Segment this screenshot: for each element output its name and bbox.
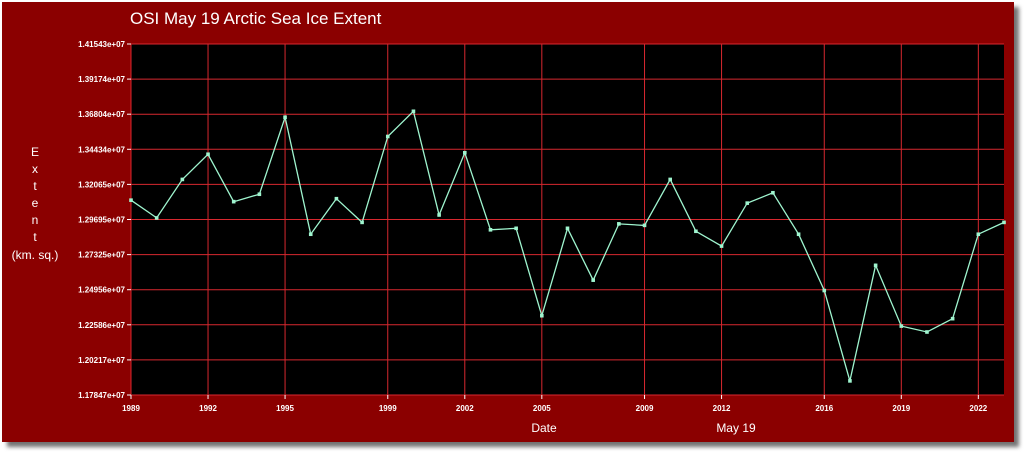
data-point xyxy=(462,150,467,155)
x-tick-label: 2009 xyxy=(636,404,654,413)
y-axis-label-letter: e xyxy=(32,196,39,210)
y-tick-label: 1.34434e+07 xyxy=(78,145,125,154)
data-point xyxy=(771,190,775,195)
y-tick-label: 1.41543e+07 xyxy=(78,40,125,49)
x-tick-label: 2005 xyxy=(533,404,551,413)
data-point xyxy=(822,288,827,293)
data-points xyxy=(129,109,1006,383)
data-point xyxy=(848,379,852,383)
data-point xyxy=(154,216,159,220)
x-tick-label: 1989 xyxy=(122,404,140,413)
data-point xyxy=(411,109,416,114)
data-point xyxy=(591,278,595,282)
data-point xyxy=(925,330,929,334)
y-tick-label: 1.27325e+07 xyxy=(78,251,125,260)
x-tick-label: 2022 xyxy=(969,404,987,413)
y-axis-label-letter: x xyxy=(32,162,38,176)
data-point xyxy=(308,232,313,237)
data-point xyxy=(950,316,955,321)
data-point xyxy=(514,226,518,231)
data-point xyxy=(719,244,724,248)
data-point xyxy=(334,196,339,201)
data-point xyxy=(180,177,185,182)
data-point xyxy=(899,324,904,328)
data-point xyxy=(257,192,262,197)
x-tick-label: 2019 xyxy=(892,404,910,413)
y-axis-label-letter: n xyxy=(32,213,39,227)
chart-title: OSI May 19 Arctic Sea Ice Extent xyxy=(130,9,382,28)
data-point xyxy=(437,213,441,217)
data-point xyxy=(796,232,801,237)
y-axis-ticks: 1.17847e+07 1.20217e+07 1.22586e+07 1.24956… xyxy=(78,40,131,400)
y-tick-label: 1.22586e+07 xyxy=(78,321,125,330)
data-point xyxy=(745,201,750,205)
x-axis-ticks: 1989 1992 1995 1999 2002 2005 2009 2012 2016 2019… xyxy=(122,395,988,413)
data-point xyxy=(360,220,364,225)
y-tick-label: 1.24956e+07 xyxy=(78,286,125,295)
x-axis-label: Date xyxy=(531,421,557,435)
y-axis-label-letter: t xyxy=(33,230,37,244)
data-point xyxy=(873,263,878,268)
data-point xyxy=(488,227,493,232)
data-point xyxy=(1002,220,1006,225)
y-tick-label: 1.20217e+07 xyxy=(78,356,125,365)
y-axis-label-letter: E xyxy=(31,145,39,159)
y-axis-label-letter: t xyxy=(33,179,37,193)
data-point xyxy=(668,177,673,182)
data-point xyxy=(206,152,210,157)
y-tick-label: 1.29695e+07 xyxy=(78,216,125,225)
data-point xyxy=(617,222,621,226)
data-point xyxy=(694,229,698,234)
data-point xyxy=(129,198,133,202)
x-tick-label: 1995 xyxy=(276,404,294,413)
data-point xyxy=(385,134,390,139)
y-axis-label: Extent xyxy=(31,145,39,244)
data-point xyxy=(283,115,287,120)
y-tick-label: 1.39174e+07 xyxy=(78,75,125,84)
y-tick-label: 1.17847e+07 xyxy=(78,391,125,400)
x-tick-label: 1999 xyxy=(379,404,397,413)
y-tick-label: 1.32065e+07 xyxy=(78,180,125,189)
x-tick-label: 2002 xyxy=(456,404,474,413)
y-tick-label: 1.36804e+07 xyxy=(78,110,125,119)
data-point xyxy=(231,199,236,204)
x-tick-label: 1992 xyxy=(199,404,217,413)
data-point xyxy=(976,232,981,237)
chart-subtitle: May 19 xyxy=(716,421,756,435)
data-point xyxy=(565,226,570,231)
data-point xyxy=(540,313,544,318)
y-axis-units: (km. sq.) xyxy=(12,248,59,262)
x-tick-label: 2016 xyxy=(815,404,833,413)
x-tick-label: 2012 xyxy=(713,404,731,413)
data-point xyxy=(642,223,647,228)
